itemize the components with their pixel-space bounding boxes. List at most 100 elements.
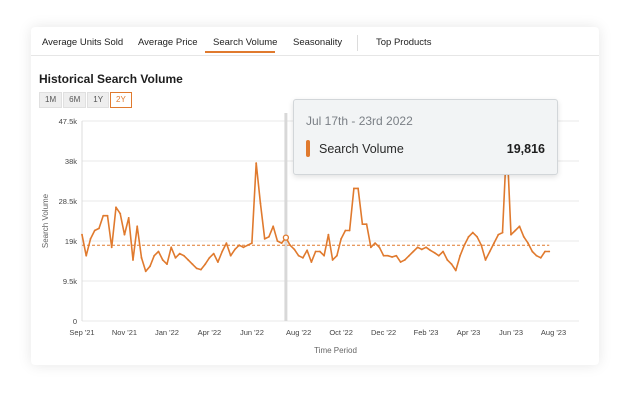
tooltip-value: 19,816 bbox=[506, 142, 545, 156]
data-point bbox=[446, 259, 449, 261]
data-point bbox=[369, 246, 372, 249]
data-point bbox=[382, 254, 385, 257]
data-point bbox=[289, 244, 292, 247]
range-1y-button[interactable]: 1Y bbox=[87, 92, 110, 108]
data-point bbox=[539, 256, 542, 259]
y-tick-label: 19k bbox=[65, 237, 77, 246]
y-tick-label: 38k bbox=[65, 157, 77, 166]
data-point bbox=[323, 254, 326, 257]
chart-title: Historical Search Volume bbox=[39, 72, 183, 86]
data-point bbox=[535, 254, 538, 257]
data-point bbox=[344, 229, 347, 232]
data-point bbox=[157, 250, 160, 253]
range-1m-button[interactable]: 1M bbox=[39, 92, 63, 108]
tab-average-price[interactable]: Average Price bbox=[138, 37, 198, 48]
data-point bbox=[174, 256, 177, 259]
data-point bbox=[429, 249, 432, 252]
data-point bbox=[255, 162, 258, 165]
data-point bbox=[420, 248, 423, 251]
tab-average-units-sold[interactable]: Average Units Sold bbox=[42, 37, 124, 48]
data-point bbox=[327, 233, 330, 236]
data-point bbox=[391, 256, 393, 258]
search-volume-chart[interactable]: 0 9.5k 19k 28.5k 38k 47.5k Sep '21 Nov '21 Jan '… bbox=[31, 27, 599, 365]
data-point bbox=[200, 268, 202, 271]
data-point bbox=[416, 246, 419, 249]
data-point bbox=[110, 246, 113, 249]
data-point bbox=[259, 202, 262, 205]
data-point bbox=[314, 250, 317, 253]
data-point bbox=[183, 254, 185, 257]
data-point bbox=[433, 251, 436, 254]
y-axis-title: Search Volume bbox=[41, 193, 50, 248]
data-point bbox=[149, 265, 151, 268]
data-point bbox=[374, 242, 377, 245]
data-point bbox=[161, 259, 164, 261]
data-point bbox=[195, 267, 198, 270]
data-point bbox=[191, 263, 194, 266]
data-point bbox=[208, 256, 211, 259]
tooltip-series-swatch bbox=[306, 140, 310, 157]
data-point bbox=[361, 223, 364, 226]
data-point bbox=[454, 269, 457, 272]
tab-seasonality[interactable]: Seasonality bbox=[293, 37, 343, 48]
tab-search-volume[interactable]: Search Volume bbox=[213, 37, 278, 48]
data-point bbox=[493, 242, 495, 245]
data-point bbox=[340, 237, 343, 240]
data-point bbox=[136, 225, 139, 228]
chart-tooltip: Jul 17th - 23rd 2022 Search Volume 19,81… bbox=[293, 99, 558, 175]
data-point bbox=[178, 252, 181, 255]
tab-top-products[interactable]: Top Products bbox=[376, 37, 432, 48]
data-point bbox=[102, 214, 105, 217]
chart-card: Average Units Sold Average Price Search … bbox=[31, 27, 599, 365]
data-point bbox=[467, 235, 470, 238]
data-point bbox=[234, 248, 236, 251]
y-tick-label: 0 bbox=[73, 317, 77, 326]
data-point bbox=[425, 246, 427, 249]
data-point bbox=[119, 212, 122, 215]
data-point bbox=[106, 214, 109, 217]
range-selector: 1M 6M 1Y 2Y bbox=[39, 92, 133, 108]
data-point bbox=[310, 261, 313, 263]
data-point bbox=[166, 263, 168, 266]
data-point bbox=[306, 249, 309, 252]
data-point bbox=[225, 242, 228, 245]
data-point bbox=[484, 259, 487, 261]
x-tick-label: Aug '23 bbox=[541, 328, 566, 337]
data-point bbox=[221, 250, 224, 253]
data-point bbox=[527, 242, 529, 245]
x-tick-label: Feb '23 bbox=[414, 328, 439, 337]
data-point bbox=[268, 235, 270, 238]
data-point bbox=[217, 261, 219, 263]
data-point bbox=[293, 248, 296, 251]
data-point bbox=[497, 233, 500, 236]
data-point bbox=[272, 225, 275, 228]
data-point bbox=[204, 263, 207, 266]
y-tick-label: 28.5k bbox=[59, 197, 78, 206]
data-point bbox=[98, 227, 100, 230]
data-point bbox=[132, 259, 134, 261]
data-point bbox=[123, 233, 126, 236]
data-point bbox=[170, 246, 173, 249]
data-point bbox=[544, 250, 546, 253]
data-point bbox=[403, 259, 406, 261]
data-point bbox=[514, 229, 517, 232]
data-point bbox=[297, 254, 300, 257]
data-point bbox=[276, 240, 279, 242]
data-point bbox=[263, 237, 266, 240]
data-point bbox=[531, 250, 534, 253]
range-2y-button[interactable]: 2Y bbox=[110, 92, 132, 108]
data-point bbox=[301, 256, 304, 259]
x-tick-label: Oct '22 bbox=[329, 328, 353, 337]
range-6m-button[interactable]: 6M bbox=[63, 92, 87, 108]
data-point bbox=[280, 242, 283, 245]
data-point bbox=[412, 250, 415, 253]
data-point bbox=[471, 231, 474, 234]
data-point bbox=[187, 259, 190, 261]
data-point bbox=[459, 254, 461, 257]
data-point bbox=[378, 246, 381, 249]
x-tick-label: Apr '22 bbox=[198, 328, 222, 337]
data-point bbox=[510, 233, 512, 236]
data-point bbox=[442, 250, 444, 253]
data-point bbox=[251, 242, 253, 245]
data-point bbox=[229, 254, 232, 257]
